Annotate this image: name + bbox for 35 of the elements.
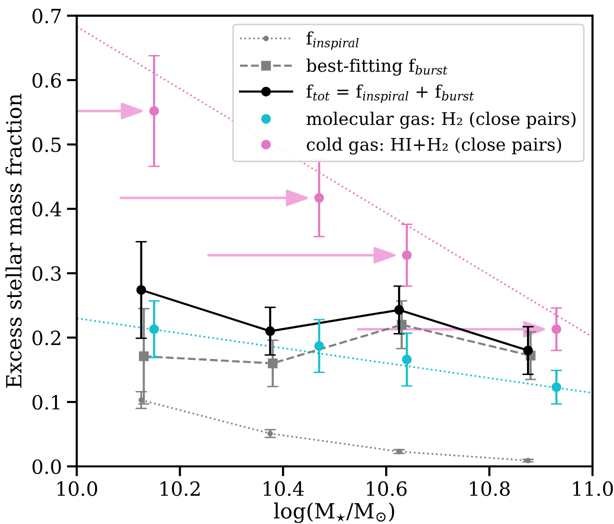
point: [138, 351, 149, 362]
x-tick-label: 10.6: [366, 481, 407, 496]
point: [268, 358, 278, 368]
point: [394, 305, 404, 315]
legend-label: cold gas: HI+H₂ (close pairs): [306, 137, 562, 155]
point: [314, 341, 324, 351]
point: [552, 382, 562, 392]
point: [314, 193, 324, 203]
point: [402, 354, 412, 364]
x-axis-title: log(M$_{⋆}$/M$_{⊙}$): [274, 502, 394, 523]
point: [136, 285, 146, 295]
x-tick-label: 10.2: [160, 481, 200, 496]
y-tick-label: 0.6: [32, 73, 61, 88]
x-tick-label: 10.4: [264, 481, 304, 496]
legend-label: best-fitting f$_{burst}$: [306, 58, 448, 76]
y-tick-label: 0.5: [32, 137, 61, 152]
legend-label: f$_{inspiral}$: [306, 31, 359, 50]
x-tick-label: 11.0: [573, 481, 613, 496]
y-tick-label: 0.2: [32, 330, 60, 346]
legend-label: molecular gas: H₂ (close pairs): [306, 112, 576, 129]
y-tick-label: 0.4: [32, 202, 62, 217]
point: [523, 346, 533, 356]
y-tick-label: 0.0: [32, 459, 61, 474]
point: [149, 324, 159, 334]
point: [402, 250, 412, 260]
point: [265, 326, 276, 336]
y-axis-title: Excess stellar mass fraction: [6, 94, 22, 388]
point: [552, 324, 562, 334]
y-tick-label: 0.3: [32, 266, 61, 281]
legend-label: f$_{tot}$ = f$_{inspiral}$ + f$_{burst}$: [306, 84, 474, 103]
x-tick-label: 10.8: [470, 481, 510, 496]
point: [149, 106, 159, 116]
x-tick-label: 10.0: [57, 481, 98, 496]
y-tick-label: 0.1: [32, 394, 60, 410]
y-tick-label: 0.7: [32, 8, 61, 24]
